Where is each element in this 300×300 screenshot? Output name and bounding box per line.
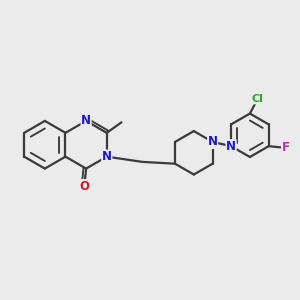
Text: Cl: Cl bbox=[252, 94, 263, 104]
Text: F: F bbox=[281, 141, 290, 154]
Text: N: N bbox=[208, 135, 218, 148]
Text: N: N bbox=[81, 114, 91, 128]
Text: O: O bbox=[80, 180, 89, 193]
Text: N: N bbox=[226, 140, 236, 153]
Text: N: N bbox=[102, 150, 112, 163]
